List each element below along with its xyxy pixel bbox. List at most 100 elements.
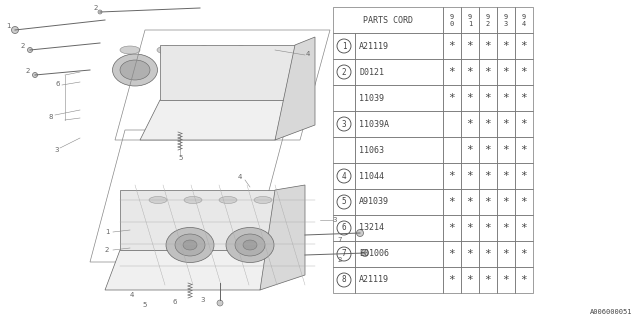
Text: 7: 7 (338, 237, 342, 243)
Bar (497, 163, 515, 189)
Polygon shape (160, 45, 295, 100)
Bar (355, 241, 443, 267)
Text: *: * (467, 67, 474, 77)
Text: 9
0: 9 0 (450, 13, 454, 27)
Text: *: * (484, 41, 492, 51)
Bar (515, 163, 533, 189)
Bar (497, 215, 515, 241)
Text: 9
4: 9 4 (522, 13, 526, 27)
Bar (355, 59, 443, 85)
Text: *: * (520, 223, 527, 233)
Text: 4: 4 (238, 174, 242, 180)
Bar (515, 189, 533, 215)
Bar (333, 111, 355, 137)
Bar (479, 33, 497, 59)
Text: 11039: 11039 (359, 93, 384, 102)
Bar (333, 267, 355, 293)
Bar (497, 267, 515, 293)
Bar (497, 241, 515, 267)
Text: 2: 2 (94, 5, 98, 11)
Bar (355, 85, 443, 111)
Text: *: * (484, 197, 492, 207)
Circle shape (98, 10, 102, 14)
Ellipse shape (235, 234, 265, 256)
Bar (443, 111, 461, 137)
Bar (479, 267, 497, 293)
Text: *: * (449, 67, 456, 77)
Bar (443, 215, 461, 241)
Text: *: * (520, 93, 527, 103)
Circle shape (12, 27, 19, 34)
Bar (333, 85, 355, 111)
Bar (443, 59, 461, 85)
Text: *: * (502, 275, 509, 285)
Bar (333, 33, 355, 59)
Circle shape (33, 73, 38, 77)
Bar (355, 215, 443, 241)
Bar (443, 137, 461, 163)
Bar (461, 33, 479, 59)
Bar (461, 241, 479, 267)
Text: *: * (484, 223, 492, 233)
Text: 4: 4 (306, 51, 310, 57)
Bar (479, 111, 497, 137)
Bar (479, 189, 497, 215)
Bar (461, 215, 479, 241)
Ellipse shape (157, 46, 177, 54)
Bar (497, 7, 515, 33)
Bar (461, 111, 479, 137)
Ellipse shape (219, 196, 237, 204)
Ellipse shape (175, 234, 205, 256)
Text: *: * (520, 67, 527, 77)
Text: *: * (467, 145, 474, 155)
Text: 9
3: 9 3 (504, 13, 508, 27)
Text: *: * (520, 41, 527, 51)
Bar (333, 241, 355, 267)
Bar (461, 163, 479, 189)
Text: A21119: A21119 (359, 276, 389, 284)
Bar (443, 241, 461, 267)
Text: *: * (502, 249, 509, 259)
Bar (515, 111, 533, 137)
Ellipse shape (254, 196, 272, 204)
Bar (479, 137, 497, 163)
Circle shape (356, 229, 364, 236)
Bar (333, 163, 355, 189)
Bar (355, 163, 443, 189)
Bar (461, 59, 479, 85)
Text: *: * (467, 197, 474, 207)
Text: 3: 3 (333, 217, 337, 223)
Text: *: * (520, 197, 527, 207)
Bar (479, 7, 497, 33)
Bar (461, 137, 479, 163)
Bar (479, 241, 497, 267)
Text: 2: 2 (105, 247, 109, 253)
Bar (497, 33, 515, 59)
Text: *: * (520, 171, 527, 181)
Text: D0121: D0121 (359, 68, 384, 76)
Bar (515, 267, 533, 293)
Bar (333, 189, 355, 215)
Bar (497, 189, 515, 215)
Bar (497, 85, 515, 111)
Text: 11063: 11063 (359, 146, 384, 155)
Bar (461, 189, 479, 215)
Text: *: * (502, 41, 509, 51)
Text: *: * (520, 249, 527, 259)
Text: *: * (520, 119, 527, 129)
Circle shape (362, 250, 369, 257)
Bar (355, 137, 443, 163)
Bar (333, 59, 355, 85)
Ellipse shape (231, 46, 251, 54)
Text: *: * (449, 41, 456, 51)
Ellipse shape (113, 54, 157, 86)
Text: *: * (449, 93, 456, 103)
Ellipse shape (120, 46, 140, 54)
Bar (443, 189, 461, 215)
Text: *: * (484, 171, 492, 181)
Text: 2: 2 (338, 257, 342, 263)
Bar (461, 7, 479, 33)
Text: *: * (502, 67, 509, 77)
Text: A006000051: A006000051 (589, 309, 632, 315)
Text: 3: 3 (201, 297, 205, 303)
